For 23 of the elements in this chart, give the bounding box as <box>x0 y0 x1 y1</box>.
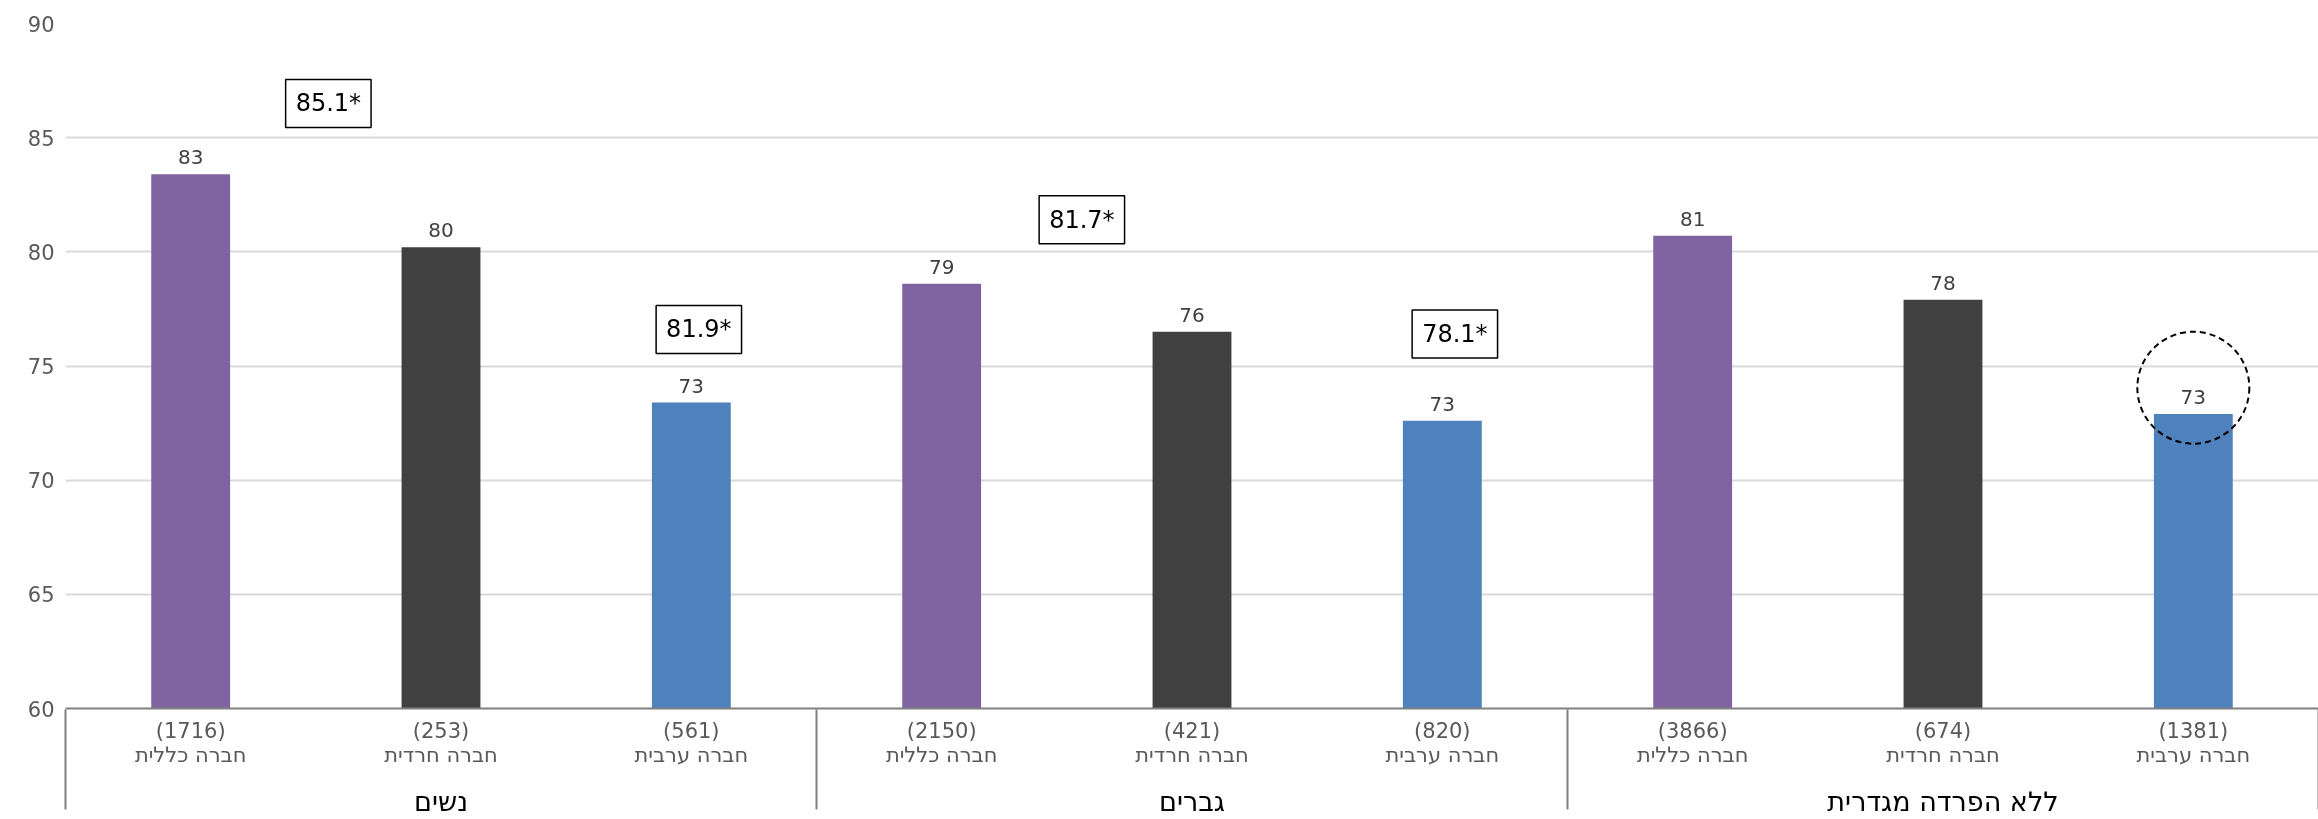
y-tick-label: 65 <box>27 583 55 608</box>
y-tick-label: 70 <box>27 469 55 494</box>
y-tick-label: 60 <box>27 697 55 722</box>
data-label: 79 <box>928 254 955 279</box>
data-label: 76 <box>1179 302 1205 327</box>
data-label: 83 <box>177 145 204 170</box>
data-label: 73 <box>2180 384 2207 409</box>
data-label: 73 <box>678 373 705 398</box>
y-tick-label: 80 <box>27 240 55 265</box>
annotation: 81.7* <box>1049 205 1115 234</box>
text: נשים <box>414 785 468 817</box>
text: ללא הפרדה מגדרית <box>1827 785 2059 817</box>
data-label: 73 <box>1429 391 1456 416</box>
y-tick-label: 90 <box>27 12 55 37</box>
annotation: 85.1* <box>295 89 362 118</box>
annotation: 81.9* <box>666 315 732 344</box>
y-tick-label: 85 <box>27 126 55 151</box>
data-label: 81 <box>1679 206 1706 231</box>
data-label: 80 <box>428 218 454 243</box>
annotation: 78.1* <box>1422 320 1488 349</box>
y-tick-label: 75 <box>27 355 55 379</box>
data-label: 78 <box>1930 270 1956 295</box>
text: גברים <box>1159 785 1225 817</box>
